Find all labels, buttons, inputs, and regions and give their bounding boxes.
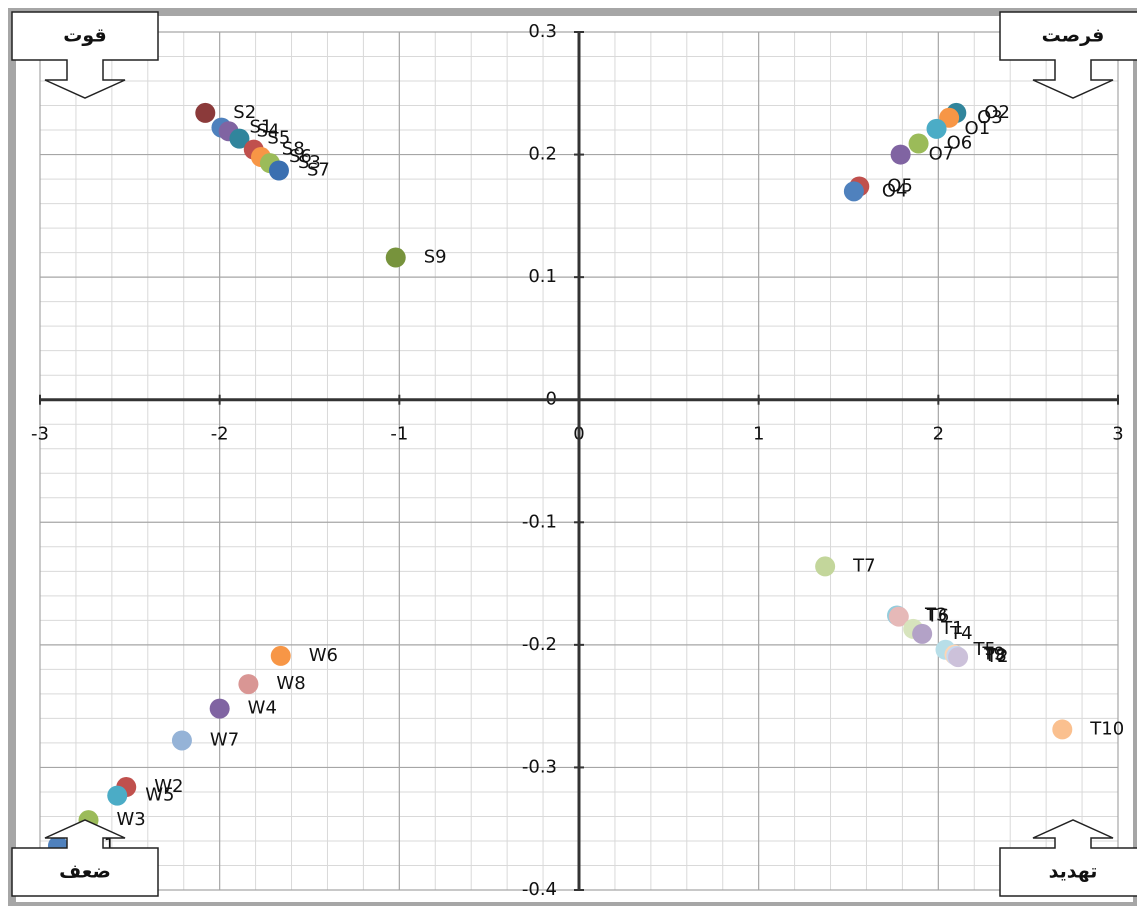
point (107, 785, 128, 806)
point-label: O6 (947, 133, 973, 154)
point (908, 133, 929, 154)
point (948, 647, 969, 668)
point-label: W8 (276, 673, 305, 694)
y-tick-label: 0.3 (528, 21, 557, 42)
point (1052, 719, 1073, 740)
point-label: T10 (1089, 718, 1124, 739)
point-label: O5 (887, 175, 913, 196)
point-label: T6 (926, 606, 949, 627)
point (195, 102, 216, 123)
callout-box (999, 819, 1137, 897)
x-tick-label: -2 (211, 424, 229, 445)
point (270, 645, 291, 666)
x-tick-label: 2 (933, 424, 944, 445)
point-label: T8 (983, 645, 1006, 666)
point (843, 181, 864, 202)
x-tick-label: 3 (1112, 424, 1123, 445)
corner-label: قوت (63, 25, 106, 47)
point-label: T7 (852, 555, 875, 576)
point-label: S4 (257, 120, 280, 141)
point-label: T4 (949, 623, 972, 644)
corner-label: فرصت (1042, 25, 1105, 47)
point-label: O3 (977, 107, 1003, 128)
y-tick-label: -0.3 (522, 756, 557, 777)
point (912, 623, 933, 644)
point-label: S1 (249, 117, 272, 138)
point-label: W3 (117, 809, 146, 830)
point (229, 128, 250, 149)
point (926, 118, 947, 139)
point-label: W7 (210, 729, 239, 750)
point (238, 674, 259, 695)
y-tick-label: -0.2 (522, 634, 557, 655)
point (890, 144, 911, 165)
y-tick-label: -0.4 (522, 879, 557, 900)
point-label: W5 (145, 785, 174, 806)
point-label: S2 (233, 102, 256, 123)
point-label: S6 (289, 146, 312, 167)
point (171, 730, 192, 751)
point-label: T2 (985, 646, 1008, 667)
marks: S2S1S4S5S8S6S3S7S9O2O3O1O6O7O5O4T7T3T6T1… (47, 102, 1124, 856)
point-label: S9 (424, 247, 447, 268)
point-label: S5 (267, 128, 290, 149)
point-label: W6 (309, 645, 338, 666)
point-label: T9 (982, 644, 1005, 665)
point-label: T1 (940, 618, 963, 639)
corner-label: ضعف (59, 861, 111, 883)
point-label: O2 (984, 102, 1010, 123)
x-tick-label: -3 (31, 424, 49, 445)
point-label: S7 (307, 160, 330, 181)
callout-box (11, 819, 159, 897)
axes: -3-2-10123-0.4-0.3-0.2-0.100.10.20.3 (31, 21, 1124, 900)
x-tick-label: 1 (753, 424, 764, 445)
frame (8, 8, 1137, 906)
point-label: W4 (248, 698, 277, 719)
point (385, 247, 406, 268)
point-label: T5 (973, 639, 996, 660)
y-tick-label: 0.2 (528, 144, 557, 165)
point-label: S3 (298, 152, 321, 173)
y-tick-label: -0.1 (522, 511, 557, 532)
point (888, 606, 909, 627)
corner-label: تهدید (1049, 861, 1098, 883)
grid (39, 31, 1119, 891)
point (268, 160, 289, 181)
point (209, 698, 230, 719)
point-label: O1 (965, 118, 991, 139)
point-label: O7 (929, 144, 955, 165)
callout-box (11, 11, 159, 99)
y-tick-label: 0.1 (528, 266, 557, 287)
point-label: W2 (154, 776, 183, 797)
annotations: قوت فرصت ضعف تهدید (11, 11, 1137, 897)
point-label: T3 (924, 604, 947, 625)
point-label: O4 (882, 180, 908, 201)
callout-box (999, 11, 1137, 99)
point-label: S8 (282, 139, 305, 160)
point (815, 556, 836, 577)
x-tick-label: -1 (390, 424, 408, 445)
